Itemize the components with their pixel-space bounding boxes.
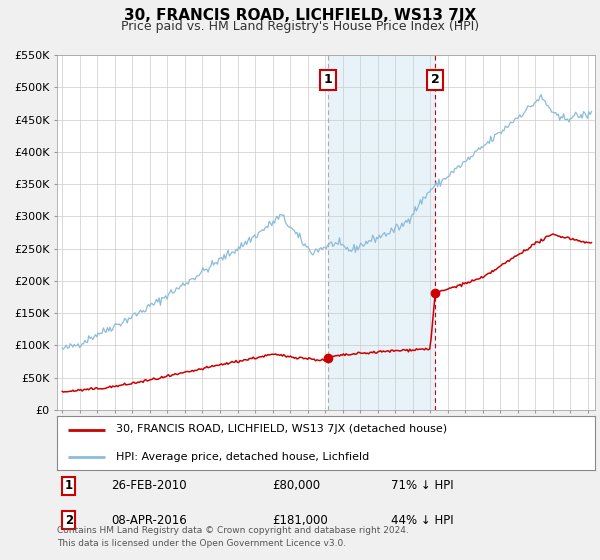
Text: 44% ↓ HPI: 44% ↓ HPI	[391, 514, 453, 527]
Text: 2: 2	[65, 514, 73, 527]
Text: 08-APR-2016: 08-APR-2016	[111, 514, 187, 527]
Bar	[328, 55, 435, 410]
Text: 2: 2	[431, 73, 440, 86]
Text: 30, FRANCIS ROAD, LICHFIELD, WS13 7JX (detached house): 30, FRANCIS ROAD, LICHFIELD, WS13 7JX (d…	[116, 424, 448, 435]
Text: £80,000: £80,000	[272, 479, 320, 492]
Text: HPI: Average price, detached house, Lichfield: HPI: Average price, detached house, Lich…	[116, 451, 370, 461]
Text: 26-FEB-2010: 26-FEB-2010	[111, 479, 187, 492]
Text: Contains HM Land Registry data © Crown copyright and database right 2024.
This d: Contains HM Land Registry data © Crown c…	[57, 526, 409, 548]
Text: 71% ↓ HPI: 71% ↓ HPI	[391, 479, 453, 492]
Text: £181,000: £181,000	[272, 514, 328, 527]
Text: 30, FRANCIS ROAD, LICHFIELD, WS13 7JX: 30, FRANCIS ROAD, LICHFIELD, WS13 7JX	[124, 8, 476, 24]
Text: 1: 1	[323, 73, 332, 86]
Text: Price paid vs. HM Land Registry's House Price Index (HPI): Price paid vs. HM Land Registry's House …	[121, 20, 479, 32]
Text: 1: 1	[65, 479, 73, 492]
